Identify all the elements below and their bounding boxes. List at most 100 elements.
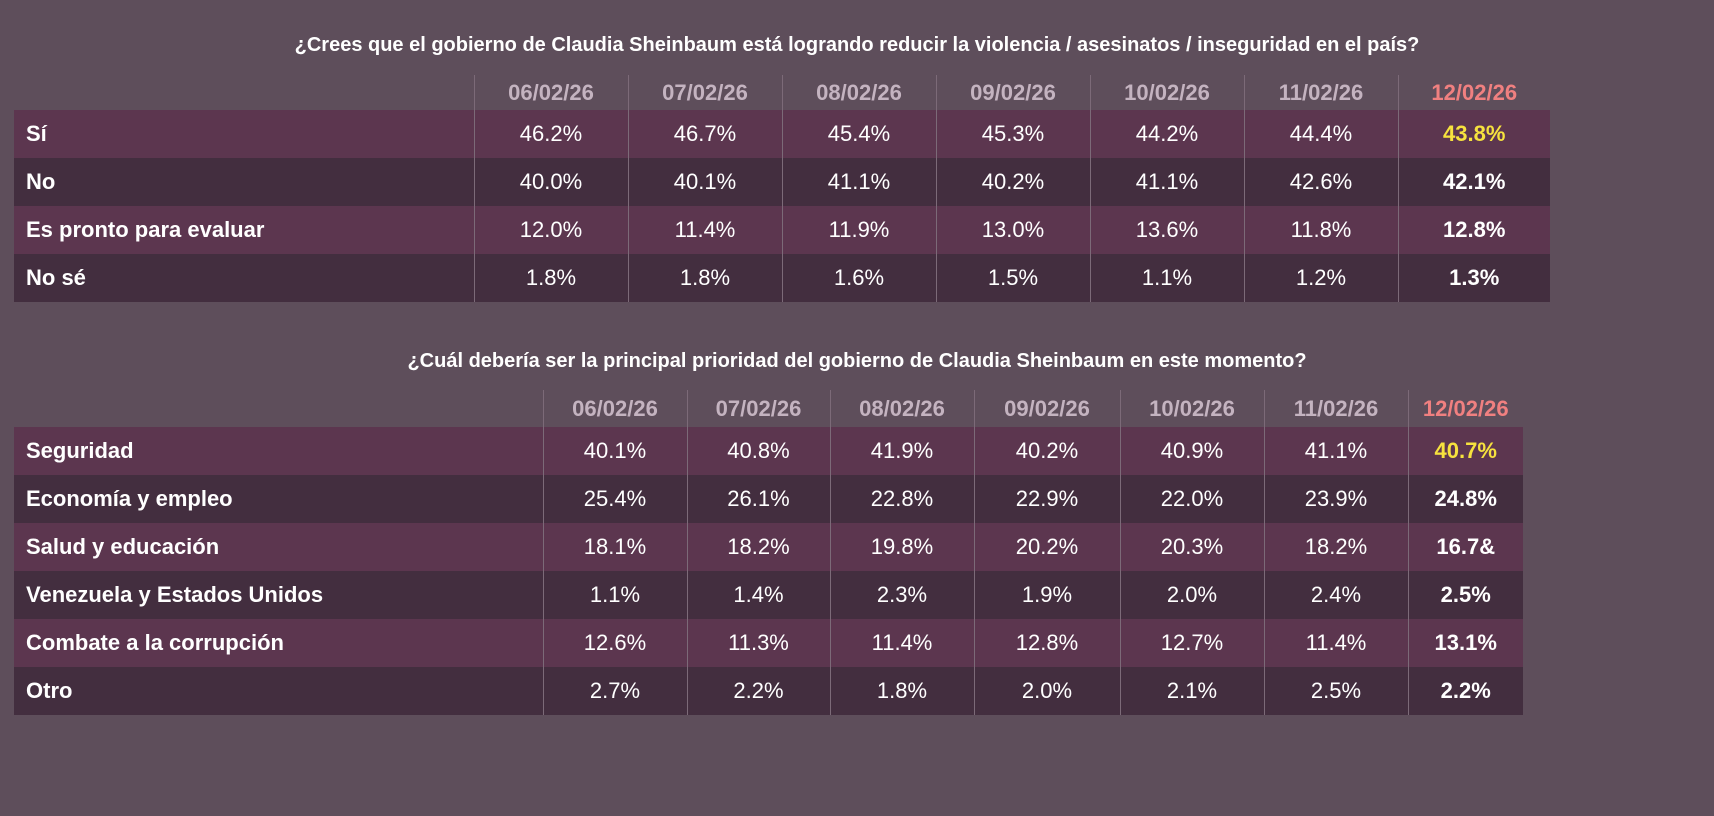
cell-value: 22.9%	[973, 475, 1120, 523]
cell-value: 44.4%	[1243, 110, 1398, 158]
cell-value: 41.1%	[781, 158, 936, 206]
cell-value: 18.2%	[686, 523, 830, 571]
row-label: Sí	[26, 121, 47, 146]
cell-value: 41.1%	[1089, 158, 1244, 206]
cell-value: 1.9%	[973, 571, 1120, 619]
table-row: Combate a la corrupción 12.6% 11.3% 11.4…	[14, 619, 1523, 667]
cell-value: 40.1%	[627, 158, 782, 206]
cell-value: 2.1%	[1119, 667, 1264, 715]
cell-value: 1.8%	[627, 254, 782, 302]
cell-value: 22.8%	[829, 475, 974, 523]
cell-value: 11.4%	[1263, 619, 1408, 667]
cell-value: 46.7%	[627, 110, 782, 158]
cell-value: 40.2%	[973, 427, 1120, 475]
cell-value: 40.0%	[473, 158, 628, 206]
cell-value: 18.1%	[542, 523, 687, 571]
table2-date-header: 08/02/26	[829, 390, 974, 427]
cell-value: 11.8%	[1243, 206, 1398, 254]
table1-date-header: 09/02/26	[935, 75, 1090, 110]
cell-value: 45.4%	[781, 110, 936, 158]
cell-value: 42.6%	[1243, 158, 1398, 206]
cell-value: 2.0%	[973, 667, 1120, 715]
cell-value: 12.7%	[1119, 619, 1264, 667]
latest-value: 2.2%	[1407, 667, 1523, 715]
cell-value: 20.3%	[1119, 523, 1264, 571]
cell-value: 40.2%	[935, 158, 1090, 206]
latest-value: 16.7&	[1407, 523, 1523, 571]
cell-value: 1.6%	[781, 254, 936, 302]
cell-value: 13.6%	[1089, 206, 1244, 254]
cell-value: 40.8%	[686, 427, 830, 475]
cell-value: 1.1%	[1089, 254, 1244, 302]
table2-header-blank	[14, 390, 543, 427]
table-row: Seguridad 40.1% 40.8% 41.9% 40.2% 40.9% …	[14, 427, 1523, 475]
cell-value: 23.9%	[1263, 475, 1408, 523]
row-label: Es pronto para evaluar	[26, 217, 265, 242]
cell-value: 1.8%	[473, 254, 628, 302]
cell-value: 22.0%	[1119, 475, 1264, 523]
cell-value: 11.9%	[781, 206, 936, 254]
cell-value: 19.8%	[829, 523, 974, 571]
cell-value: 2.3%	[829, 571, 974, 619]
row-label: Otro	[26, 678, 73, 703]
cell-value: 2.5%	[1263, 667, 1408, 715]
cell-value: 25.4%	[542, 475, 687, 523]
latest-value: 2.5%	[1407, 571, 1523, 619]
cell-value: 11.4%	[627, 206, 782, 254]
cell-value: 1.2%	[1243, 254, 1398, 302]
cell-value: 12.6%	[542, 619, 687, 667]
row-label: Economía y empleo	[26, 486, 233, 511]
latest-value: 24.8%	[1407, 475, 1523, 523]
row-label: Combate a la corrupción	[26, 630, 284, 655]
cell-value: 26.1%	[686, 475, 830, 523]
cell-value: 41.1%	[1263, 427, 1408, 475]
government-priority-poll-table: 06/02/26 07/02/26 08/02/26 09/02/26 10/0…	[14, 390, 1523, 715]
latest-value: 12.8%	[1397, 206, 1550, 254]
table1-date-header: 07/02/26	[627, 75, 782, 110]
latest-value: 1.3%	[1397, 254, 1550, 302]
cell-value: 2.7%	[542, 667, 687, 715]
table2-date-header: 07/02/26	[686, 390, 830, 427]
cell-value: 11.3%	[686, 619, 830, 667]
table2-date-header: 10/02/26	[1119, 390, 1264, 427]
cell-value: 1.1%	[542, 571, 687, 619]
cell-value: 12.8%	[973, 619, 1120, 667]
table2-header-row: 06/02/26 07/02/26 08/02/26 09/02/26 10/0…	[14, 390, 1523, 427]
row-label: No	[26, 169, 56, 194]
cell-value: 12.0%	[473, 206, 628, 254]
table2-date-header: 09/02/26	[973, 390, 1120, 427]
table-row: Economía y empleo 25.4% 26.1% 22.8% 22.9…	[14, 475, 1523, 523]
cell-value: 41.9%	[829, 427, 974, 475]
table-row: Otro 2.7% 2.2% 1.8% 2.0% 2.1% 2.5% 2.2%	[14, 667, 1523, 715]
cell-value: 45.3%	[935, 110, 1090, 158]
row-label: Salud y educación	[26, 534, 220, 559]
row-label: No sé	[26, 265, 86, 290]
latest-highlight-value: 43.8%	[1397, 110, 1550, 158]
violence-reduction-poll-table: 06/02/26 07/02/26 08/02/26 09/02/26 10/0…	[14, 75, 1550, 302]
table-row: Venezuela y Estados Unidos 1.1% 1.4% 2.3…	[14, 571, 1523, 619]
table1-date-header: 08/02/26	[781, 75, 936, 110]
cell-value: 40.9%	[1119, 427, 1264, 475]
table-row: No 40.0% 40.1% 41.1% 40.2% 41.1% 42.6% 4…	[14, 158, 1550, 206]
cell-value: 2.4%	[1263, 571, 1408, 619]
table1-latest-date-header: 12/02/26	[1397, 75, 1550, 110]
table1-date-header: 06/02/26	[473, 75, 628, 110]
latest-value: 42.1%	[1397, 158, 1550, 206]
cell-value: 1.8%	[829, 667, 974, 715]
cell-value: 1.4%	[686, 571, 830, 619]
cell-value: 13.0%	[935, 206, 1090, 254]
table-row: Salud y educación 18.1% 18.2% 19.8% 20.2…	[14, 523, 1523, 571]
cell-value: 1.5%	[935, 254, 1090, 302]
table-row: No sé 1.8% 1.8% 1.6% 1.5% 1.1% 1.2% 1.3%	[14, 254, 1550, 302]
cell-value: 20.2%	[973, 523, 1120, 571]
cell-value: 46.2%	[473, 110, 628, 158]
table2-latest-date-header: 12/02/26	[1407, 390, 1523, 427]
table2-date-header: 11/02/26	[1263, 390, 1408, 427]
table1-date-header: 11/02/26	[1243, 75, 1398, 110]
row-label: Venezuela y Estados Unidos	[26, 582, 324, 607]
table2-title: ¿Cuál debería ser la principal prioridad…	[407, 350, 1307, 372]
row-label: Seguridad	[26, 438, 134, 463]
cell-value: 2.0%	[1119, 571, 1264, 619]
table1-header-blank	[14, 75, 474, 110]
